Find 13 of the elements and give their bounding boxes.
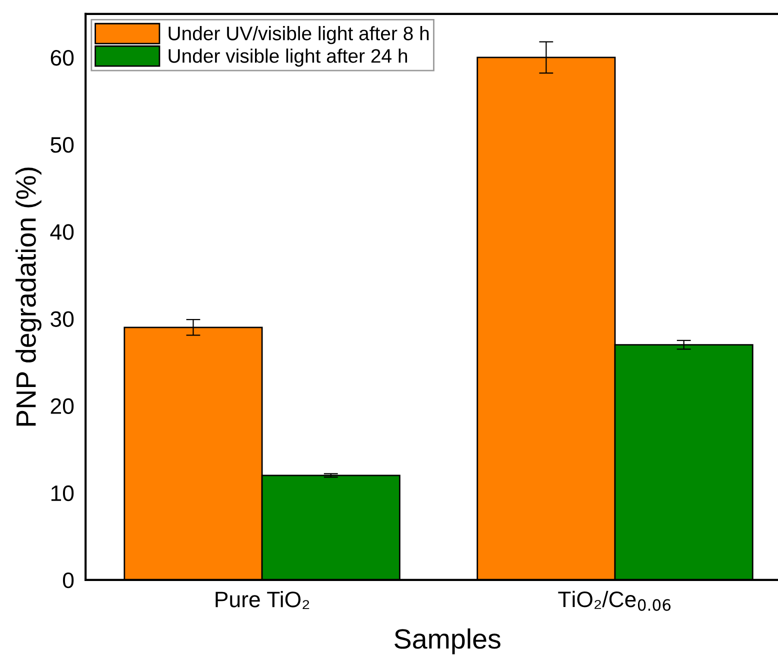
- y-tick-label: 0: [62, 572, 74, 588]
- y-tick-label: 40: [50, 224, 74, 240]
- x-tick-label: Pure TiO₂: [216, 591, 310, 610]
- x-tick-label: TiO₂/Ce$_{0.06}$: [558, 590, 671, 611]
- x-axis-title: Samples: [394, 628, 500, 654]
- y-axis-title: PNP degradation (%): [16, 168, 42, 426]
- legend-label: Under UV/visible light after 8 h: [168, 26, 429, 44]
- y-tick-label: 20: [50, 398, 74, 414]
- legend-label: Under visible light after 24 h: [168, 48, 408, 67]
- y-tick-label: 50: [50, 137, 74, 153]
- y-tick-label: 30: [50, 311, 74, 327]
- y-tick-label: 60: [50, 50, 74, 66]
- y-tick-label: 10: [51, 485, 74, 502]
